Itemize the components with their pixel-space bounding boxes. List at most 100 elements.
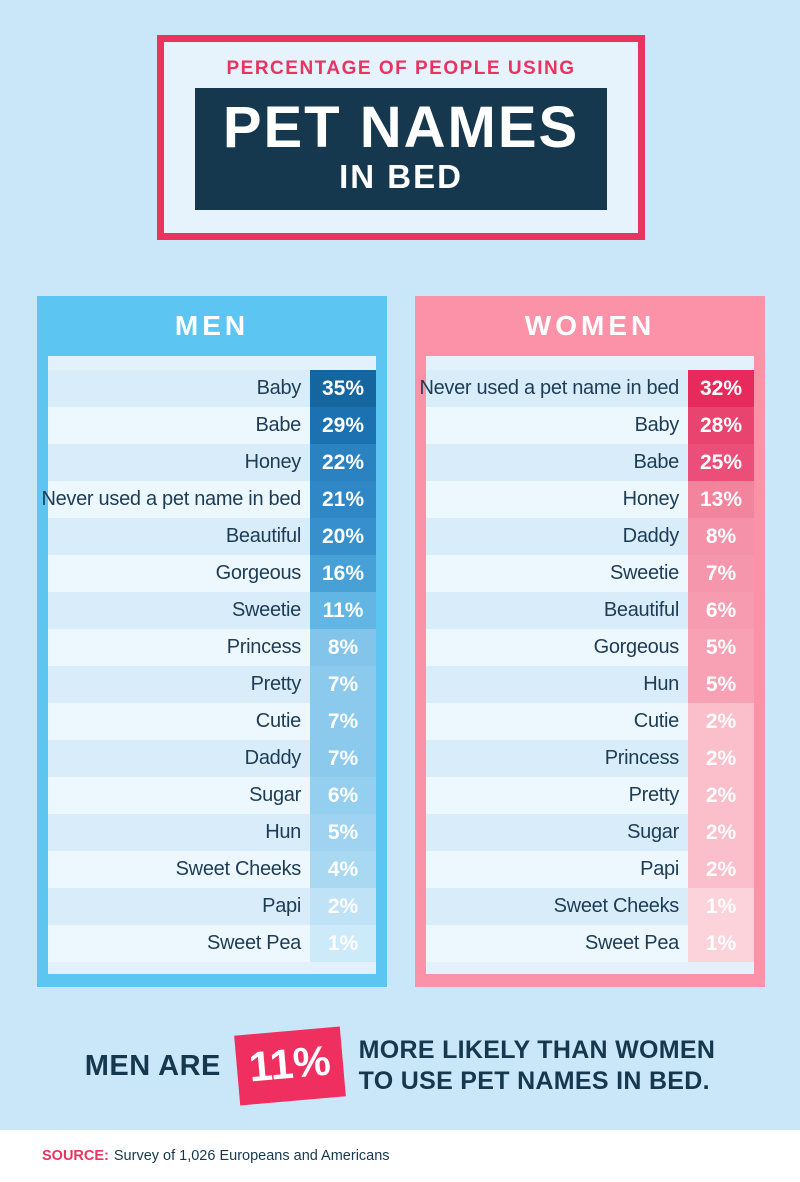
pet-name-label: Never used a pet name in bed — [419, 377, 679, 399]
list-item: Never used a pet name in bed 21% — [41, 481, 376, 518]
pet-name-label: Cutie — [255, 710, 302, 732]
pet-name-label: Baby — [634, 414, 680, 436]
percentage-chip: 6% — [688, 592, 754, 629]
callout-banner: MEN ARE 11% MORE LIKELY THAN WOMEN TO US… — [0, 1020, 800, 1112]
list-item: Princess 2% — [426, 740, 754, 777]
percentage-chip: 16% — [310, 555, 376, 592]
pet-name-label: Hun — [265, 821, 301, 843]
pet-name-label: Beautiful — [225, 525, 301, 547]
list-item: Pretty 7% — [48, 666, 376, 703]
percentage-chip: 2% — [688, 777, 754, 814]
women-panel: WOMEN Never used a pet name in bed 32% Bab… — [415, 296, 765, 987]
pet-name-label: Sweet Pea — [584, 932, 679, 954]
percentage-chip: 1% — [310, 925, 376, 962]
list-item: Gorgeous 16% — [48, 555, 376, 592]
list-item: Papi 2% — [426, 851, 754, 888]
list-item: Pretty 2% — [426, 777, 754, 814]
list-item: Papi 2% — [48, 888, 376, 925]
callout-line-1: MORE LIKELY THAN WOMEN — [358, 1035, 716, 1064]
percentage-chip: 5% — [688, 629, 754, 666]
percentage-chip: 5% — [310, 814, 376, 851]
percentage-chip: 13% — [688, 481, 754, 518]
percentage-chip: 6% — [310, 777, 376, 814]
percentage-chip: 4% — [310, 851, 376, 888]
list-item: Gorgeous 5% — [426, 629, 754, 666]
pet-name-label: Honey — [244, 451, 302, 473]
list-item: Sweet Cheeks 4% — [48, 851, 376, 888]
pet-name-label: Sugar — [249, 784, 301, 806]
pet-name-label: Honey — [622, 488, 680, 510]
list-item: Hun 5% — [426, 666, 754, 703]
pet-name-label: Princess — [226, 636, 302, 658]
percentage-chip: 7% — [310, 740, 376, 777]
panels-container: MEN Baby 35% Babe 29% Honey 22% Never used a p… — [37, 296, 765, 987]
list-item: Honey 13% — [426, 481, 754, 518]
source-text: Survey of 1,026 Europeans and Americans — [113, 1148, 390, 1164]
callout-statement: MORE LIKELY THAN WOMEN TO USE PET NAMES … — [359, 1035, 716, 1098]
percentage-chip: 25% — [688, 444, 754, 481]
list-item: Baby 28% — [426, 407, 754, 444]
pet-name-label: Babe — [633, 451, 679, 473]
men-panel: MEN Baby 35% Babe 29% Honey 22% Never used a p… — [37, 296, 387, 987]
pet-name-label: Baby — [256, 377, 302, 399]
list-item: Honey 22% — [48, 444, 376, 481]
list-item: Sweet Pea 1% — [48, 925, 376, 962]
percentage-chip: 2% — [688, 851, 754, 888]
list-item: Beautiful 20% — [48, 518, 376, 555]
women-panel-title: WOMEN — [524, 310, 656, 341]
percentage-chip: 2% — [310, 888, 376, 925]
pet-name-label: Cutie — [633, 710, 680, 732]
percentage-chip: 2% — [688, 740, 754, 777]
list-item: Babe 25% — [426, 444, 754, 481]
list-item: Beautiful 6% — [426, 592, 754, 629]
percentage-chip: 32% — [688, 370, 754, 407]
source-label: SOURCE: — [42, 1148, 109, 1164]
list-item: Cutie 7% — [48, 703, 376, 740]
title-eyebrow: PERCENTAGE OF PEOPLE USING — [226, 58, 576, 79]
list-item: Sweet Pea 1% — [426, 925, 754, 962]
pet-name-label: Sweetie — [231, 599, 301, 621]
pet-name-label: Hun — [643, 673, 679, 695]
list-item: Sweetie 11% — [48, 592, 376, 629]
list-item: Sweet Cheeks 1% — [426, 888, 754, 925]
men-list: Baby 35% Babe 29% Honey 22% Never used a pet n… — [41, 356, 376, 974]
list-item: Sugar 2% — [426, 814, 754, 851]
percentage-chip: 5% — [688, 666, 754, 703]
title-box: PET NAMES IN BED — [195, 88, 607, 210]
list-item: Hun 5% — [48, 814, 376, 851]
source-bar: SOURCE: Survey of 1,026 Europeans and Am… — [0, 1130, 800, 1182]
pet-name-label: Pretty — [250, 673, 302, 695]
percentage-chip: 35% — [310, 370, 376, 407]
list-item: Babe 29% — [48, 407, 376, 444]
pet-name-label: Sweet Cheeks — [553, 895, 680, 917]
list-item: Princess 8% — [48, 629, 376, 666]
percentage-chip: 8% — [310, 629, 376, 666]
pet-name-label: Pretty — [628, 784, 680, 806]
pet-name-label: Princess — [604, 747, 680, 769]
title-frame: PERCENTAGE OF PEOPLE USING PET NAMES IN … — [157, 35, 645, 240]
pet-name-label: Daddy — [244, 747, 302, 769]
percentage-chip: 29% — [310, 407, 376, 444]
pet-name-label: Sweet Pea — [206, 932, 301, 954]
percentage-chip: 2% — [688, 703, 754, 740]
pet-name-label: Beautiful — [603, 599, 679, 621]
list-item: Sugar 6% — [48, 777, 376, 814]
pet-name-label: Sugar — [627, 821, 679, 843]
title-subheadline: IN BED — [339, 157, 463, 195]
pet-name-label: Babe — [255, 414, 301, 436]
percentage-chip: 7% — [310, 703, 376, 740]
list-item: Never used a pet name in bed 32% — [419, 370, 754, 407]
list-item: Daddy 8% — [426, 518, 754, 555]
pet-name-label: Never used a pet name in bed — [41, 488, 301, 510]
pet-name-label: Sweet Cheeks — [175, 858, 302, 880]
percentage-chip: 2% — [688, 814, 754, 851]
percentage-chip: 7% — [688, 555, 754, 592]
percentage-chip: 1% — [688, 888, 754, 925]
percentage-chip: 20% — [310, 518, 376, 555]
list-item: Cutie 2% — [426, 703, 754, 740]
percentage-chip: 28% — [688, 407, 754, 444]
callout-line-2: TO USE PET NAMES IN BED. — [358, 1067, 710, 1095]
men-panel-title: MEN — [174, 310, 250, 341]
callout-prefix: MEN ARE — [84, 1049, 221, 1082]
list-item: Daddy 7% — [48, 740, 376, 777]
